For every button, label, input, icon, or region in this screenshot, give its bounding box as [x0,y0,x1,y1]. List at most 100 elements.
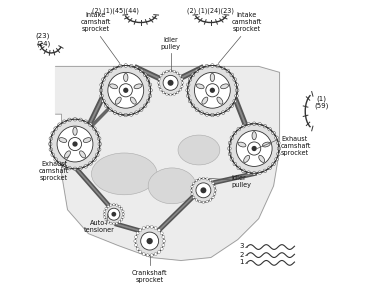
Circle shape [166,70,168,73]
Circle shape [235,83,238,87]
Circle shape [202,201,205,203]
Ellipse shape [91,153,157,195]
Circle shape [188,78,192,81]
Circle shape [54,158,57,161]
Circle shape [154,253,157,256]
Circle shape [51,131,54,135]
Circle shape [252,172,256,175]
Circle shape [84,165,88,168]
Circle shape [108,208,120,220]
Circle shape [252,122,256,125]
Circle shape [237,166,241,170]
Circle shape [194,72,230,108]
Circle shape [192,196,195,199]
Circle shape [230,158,234,161]
Circle shape [58,162,61,165]
Circle shape [192,182,195,184]
Circle shape [101,65,151,115]
Circle shape [258,171,262,175]
Circle shape [190,189,193,191]
Circle shape [162,91,165,94]
Circle shape [122,210,124,212]
Circle shape [73,118,77,121]
Circle shape [135,227,164,255]
Circle shape [100,83,103,87]
Circle shape [139,250,142,254]
Circle shape [142,226,145,230]
Circle shape [63,165,66,168]
Circle shape [198,178,201,180]
Circle shape [68,137,82,151]
Circle shape [96,131,99,135]
Circle shape [210,64,214,67]
Circle shape [162,244,165,247]
Circle shape [214,189,216,191]
Circle shape [118,221,121,223]
Circle shape [272,162,275,166]
Ellipse shape [110,84,117,89]
Circle shape [73,167,77,171]
Circle shape [176,91,179,94]
Circle shape [122,216,124,218]
Circle shape [98,137,101,140]
Circle shape [277,147,281,150]
Circle shape [93,127,96,130]
Ellipse shape [130,97,136,104]
Circle shape [186,88,190,92]
Text: 3: 3 [239,244,244,250]
Circle shape [181,82,184,84]
Circle shape [230,136,234,140]
Circle shape [210,113,214,117]
Circle shape [213,185,216,188]
Circle shape [124,113,128,117]
Circle shape [206,200,208,203]
Circle shape [113,203,115,206]
Ellipse shape [244,155,250,162]
Circle shape [247,123,251,126]
Circle shape [150,225,153,228]
Circle shape [144,73,147,76]
Circle shape [236,88,239,92]
Circle shape [216,64,220,68]
Circle shape [160,247,163,250]
Circle shape [191,193,193,195]
Circle shape [228,152,232,156]
Circle shape [136,247,139,250]
Ellipse shape [210,74,215,82]
Circle shape [158,78,160,80]
Circle shape [110,222,112,224]
Circle shape [103,216,106,218]
Circle shape [93,158,96,161]
Circle shape [149,88,152,92]
Circle shape [169,70,172,72]
Circle shape [130,112,133,116]
Circle shape [146,254,149,257]
Circle shape [63,120,66,124]
Circle shape [98,142,102,146]
Circle shape [247,171,251,175]
Circle shape [113,111,117,114]
Circle shape [72,141,78,147]
Circle shape [235,94,238,98]
Circle shape [212,182,214,184]
Circle shape [263,124,267,128]
Circle shape [162,72,165,74]
Circle shape [108,72,144,108]
Circle shape [103,210,106,212]
Circle shape [102,78,105,81]
Circle shape [200,66,204,70]
Circle shape [233,99,237,103]
Text: (2) (1)(24)(23): (2) (1)(24)(23) [187,8,234,14]
Circle shape [98,148,101,151]
Circle shape [263,169,267,172]
Circle shape [107,205,109,208]
Circle shape [233,162,237,166]
Circle shape [150,254,153,257]
Circle shape [209,199,212,201]
Ellipse shape [238,142,246,147]
Circle shape [158,82,160,84]
Ellipse shape [178,135,220,165]
Circle shape [202,177,205,180]
Ellipse shape [134,84,142,89]
Circle shape [233,131,237,135]
